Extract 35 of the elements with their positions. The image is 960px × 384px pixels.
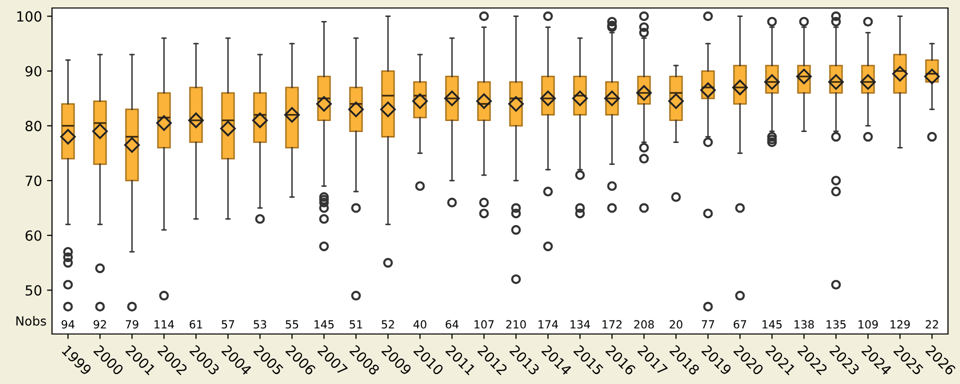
text: 64 (446, 320, 458, 329)
text: 92 (94, 320, 106, 329)
text: 135 (826, 320, 846, 329)
text: 55 (286, 320, 298, 329)
text: 77 (702, 320, 714, 328)
text: 138 (794, 320, 814, 329)
y-tick-label: 100 (17, 11, 42, 22)
text: 107 (474, 320, 494, 329)
text: 109 (858, 320, 878, 329)
text: 145 (762, 320, 782, 329)
text: 145 (314, 320, 334, 329)
text: 52 (382, 320, 394, 329)
text: 208 (634, 320, 654, 329)
text: 67 (734, 320, 746, 329)
text: 79 (126, 320, 138, 329)
text: 134 (570, 320, 590, 329)
y-tick-label: 80 (26, 120, 42, 132)
text: 61 (190, 320, 202, 329)
text: 210 (506, 320, 526, 329)
y-tick-label: 70 (26, 176, 42, 186)
text: 57 (222, 320, 234, 329)
text: 22 (926, 320, 938, 328)
y-tick-label: 90 (25, 66, 42, 76)
text: 94 (62, 320, 74, 329)
text: 172 (602, 320, 622, 328)
y-tick-label: 60 (26, 230, 42, 241)
text: 129 (890, 320, 910, 329)
text: 53 (254, 320, 266, 329)
y-tick-label: 50 (26, 285, 42, 296)
text: 51 (350, 320, 362, 329)
text: 20 (670, 320, 682, 329)
text: Nobs (16, 316, 46, 326)
text: 114 (154, 320, 174, 328)
text: 40 (413, 320, 426, 329)
text: 174 (538, 320, 558, 328)
